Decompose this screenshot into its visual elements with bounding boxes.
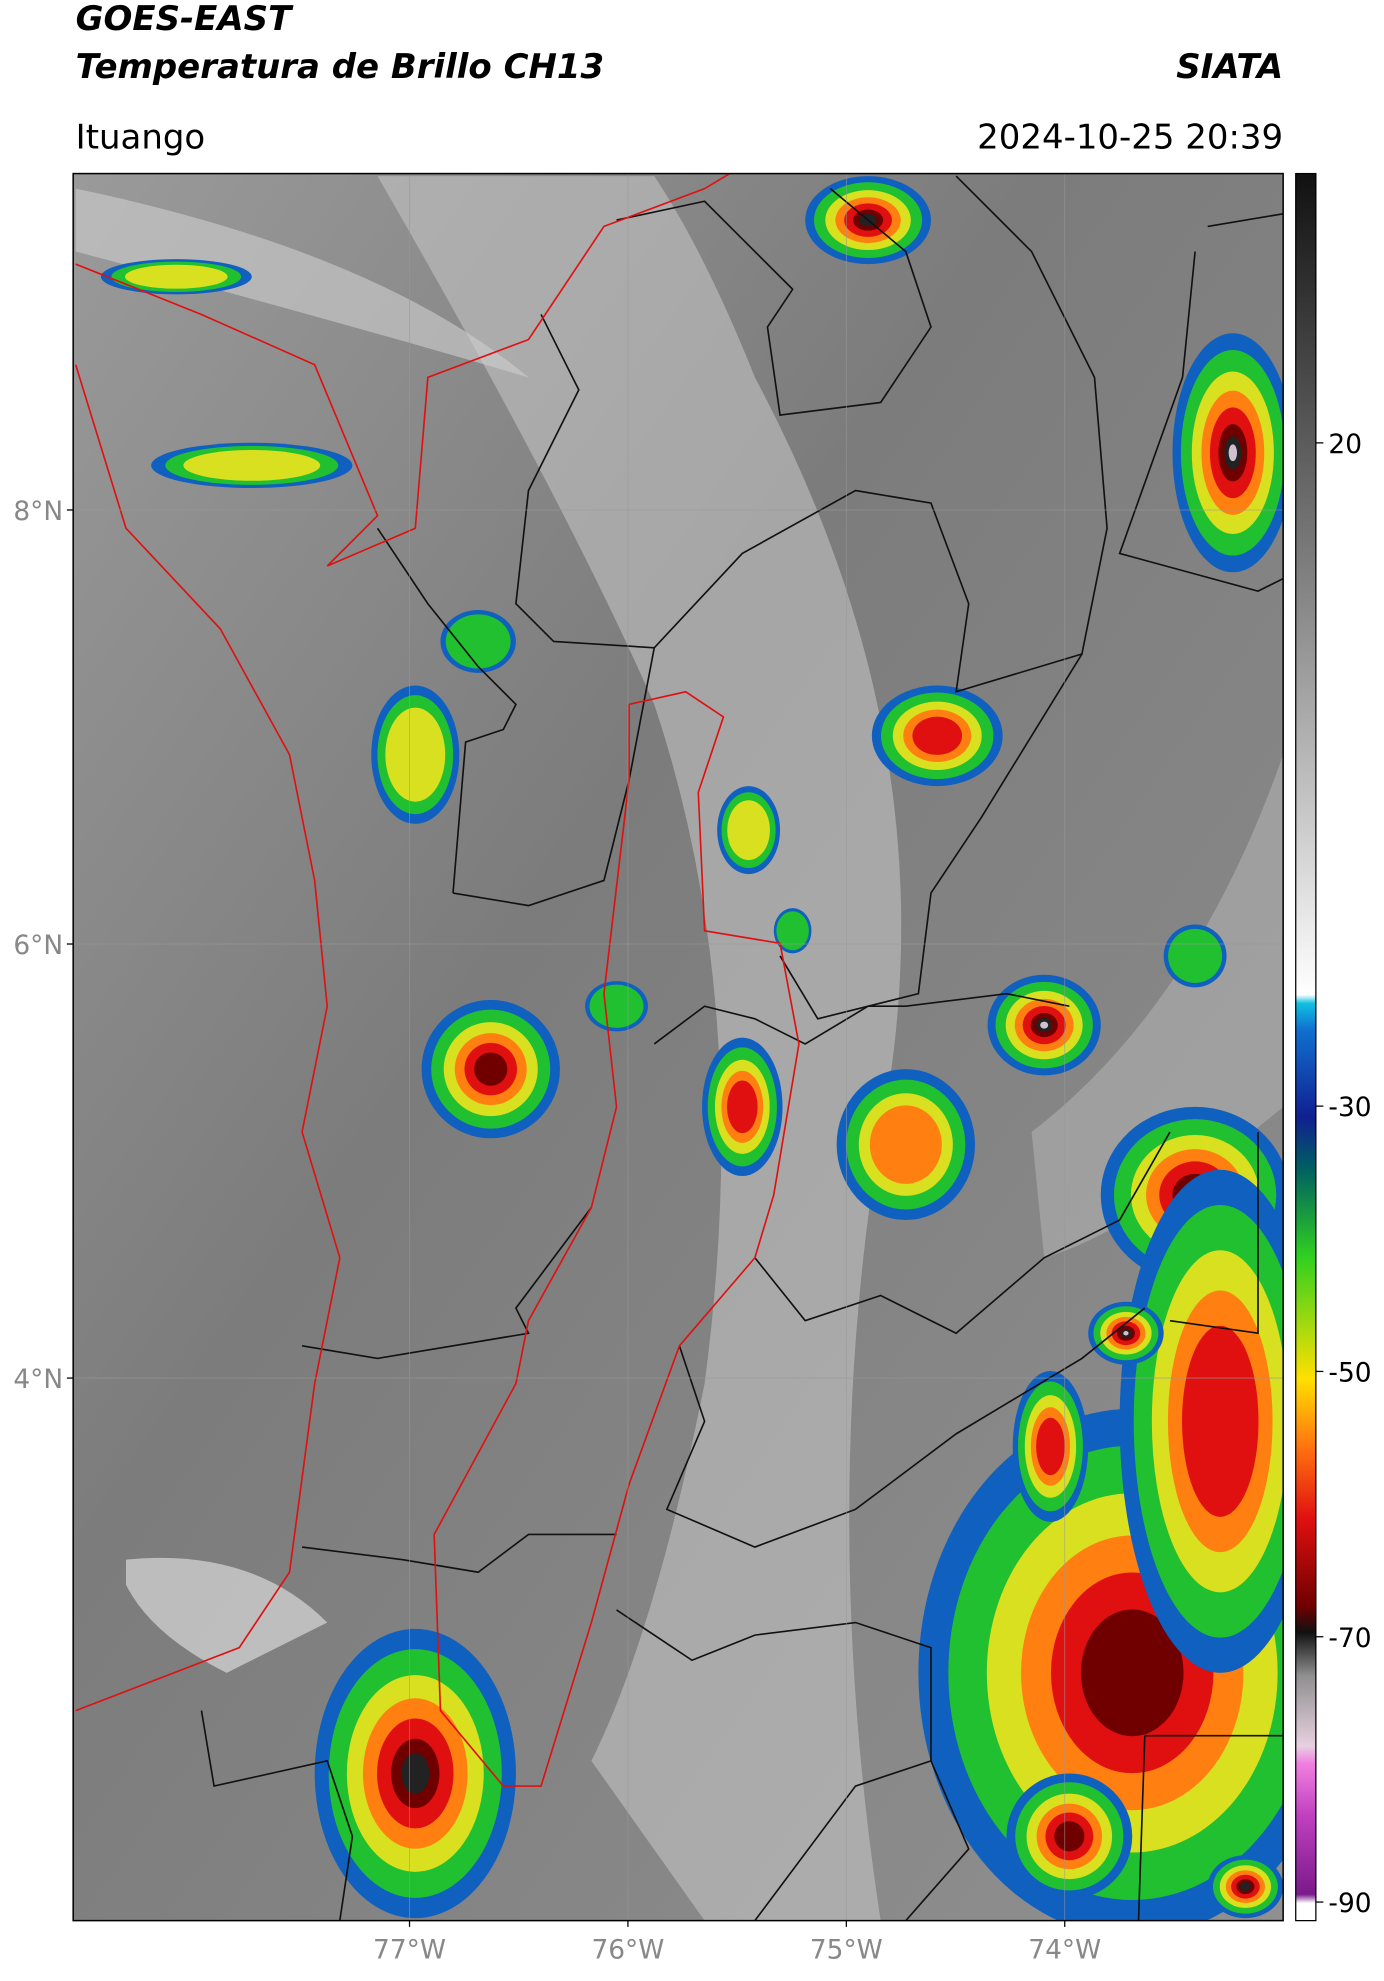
boundary-line — [779, 653, 1083, 1020]
lon-tick-label: 77°W — [373, 1934, 446, 1965]
boundary-line — [1118, 251, 1284, 593]
colorbar — [1295, 172, 1317, 1922]
convective-cell — [183, 449, 321, 481]
cloud-field — [75, 188, 529, 378]
boundary-line — [200, 1710, 354, 1921]
convective-cell — [776, 911, 809, 951]
colorbar-tick-label: -50 — [1328, 1358, 1371, 1389]
convection — [100, 176, 1284, 1921]
convective-cell — [727, 800, 770, 861]
datetime: 2024-10-25 20:39 — [977, 117, 1283, 157]
convective-cell — [445, 614, 511, 669]
boundary-line — [665, 1307, 1146, 1548]
coastline — [75, 173, 731, 567]
convective-cell — [727, 1080, 758, 1134]
colorbar-tick-label: -90 — [1328, 1888, 1371, 1919]
boundary-line — [1169, 1132, 1259, 1335]
boundary-line — [301, 1533, 617, 1574]
title: GOES-EAST — [76, 0, 294, 39]
convective-cell — [1168, 928, 1223, 983]
map — [73, 173, 1284, 1921]
coastline — [74, 364, 341, 1712]
cloud-field — [377, 176, 902, 1921]
convective-cell — [474, 1052, 508, 1086]
boundaries — [200, 175, 1284, 1921]
convective-cell — [1123, 1331, 1129, 1336]
lat-tick-label: 8°N — [13, 496, 63, 527]
region-boundaries — [74, 173, 800, 1787]
convective-cell — [1054, 1821, 1085, 1852]
boundary-line — [616, 188, 932, 416]
boundary-line — [376, 527, 517, 894]
lon-tick-label: 76°W — [591, 1934, 664, 1965]
source: SIATA — [1176, 47, 1283, 87]
lat-tick-label: 4°N — [13, 1364, 63, 1395]
convective-cell — [401, 1753, 430, 1794]
convective-cell — [1040, 1021, 1049, 1029]
convective-cell — [1036, 1417, 1065, 1476]
boundary-line — [515, 175, 1108, 693]
colorbar-tick-label: -30 — [1328, 1092, 1371, 1123]
convective-cell — [1240, 1882, 1251, 1892]
boundary-line — [301, 1206, 593, 1360]
convective-cell — [869, 1105, 942, 1184]
cloud-field — [126, 1557, 328, 1673]
convective-cell — [1182, 1325, 1259, 1517]
lat-tick-label: 6°N — [13, 930, 63, 961]
boundary-line — [754, 1131, 1171, 1335]
colorbar-tick-label: 20 — [1328, 429, 1362, 460]
map-frame — [72, 172, 1284, 1922]
convective-cell — [912, 716, 963, 755]
boundary-line — [754, 1760, 932, 1921]
boundary-line — [616, 1609, 970, 1921]
convective-cell — [1080, 1609, 1184, 1737]
colorbar-tick-label: -70 — [1328, 1623, 1371, 1654]
boundary-line — [1207, 213, 1284, 228]
location: Ituango — [76, 117, 206, 157]
convective-cell — [1228, 444, 1238, 462]
subtitle: Temperatura de Brillo CH13 — [76, 47, 604, 87]
boundary-line — [452, 647, 656, 907]
convective-cell — [589, 984, 644, 1028]
boundary-line — [1137, 1735, 1146, 1921]
convective-cell — [124, 264, 228, 289]
lon-tick-label: 75°W — [810, 1934, 883, 1965]
lon-tick-label: 74°W — [1028, 1934, 1101, 1965]
region-outline — [433, 690, 800, 1787]
convective-cell — [385, 707, 446, 802]
boundary-line — [653, 992, 1070, 1045]
